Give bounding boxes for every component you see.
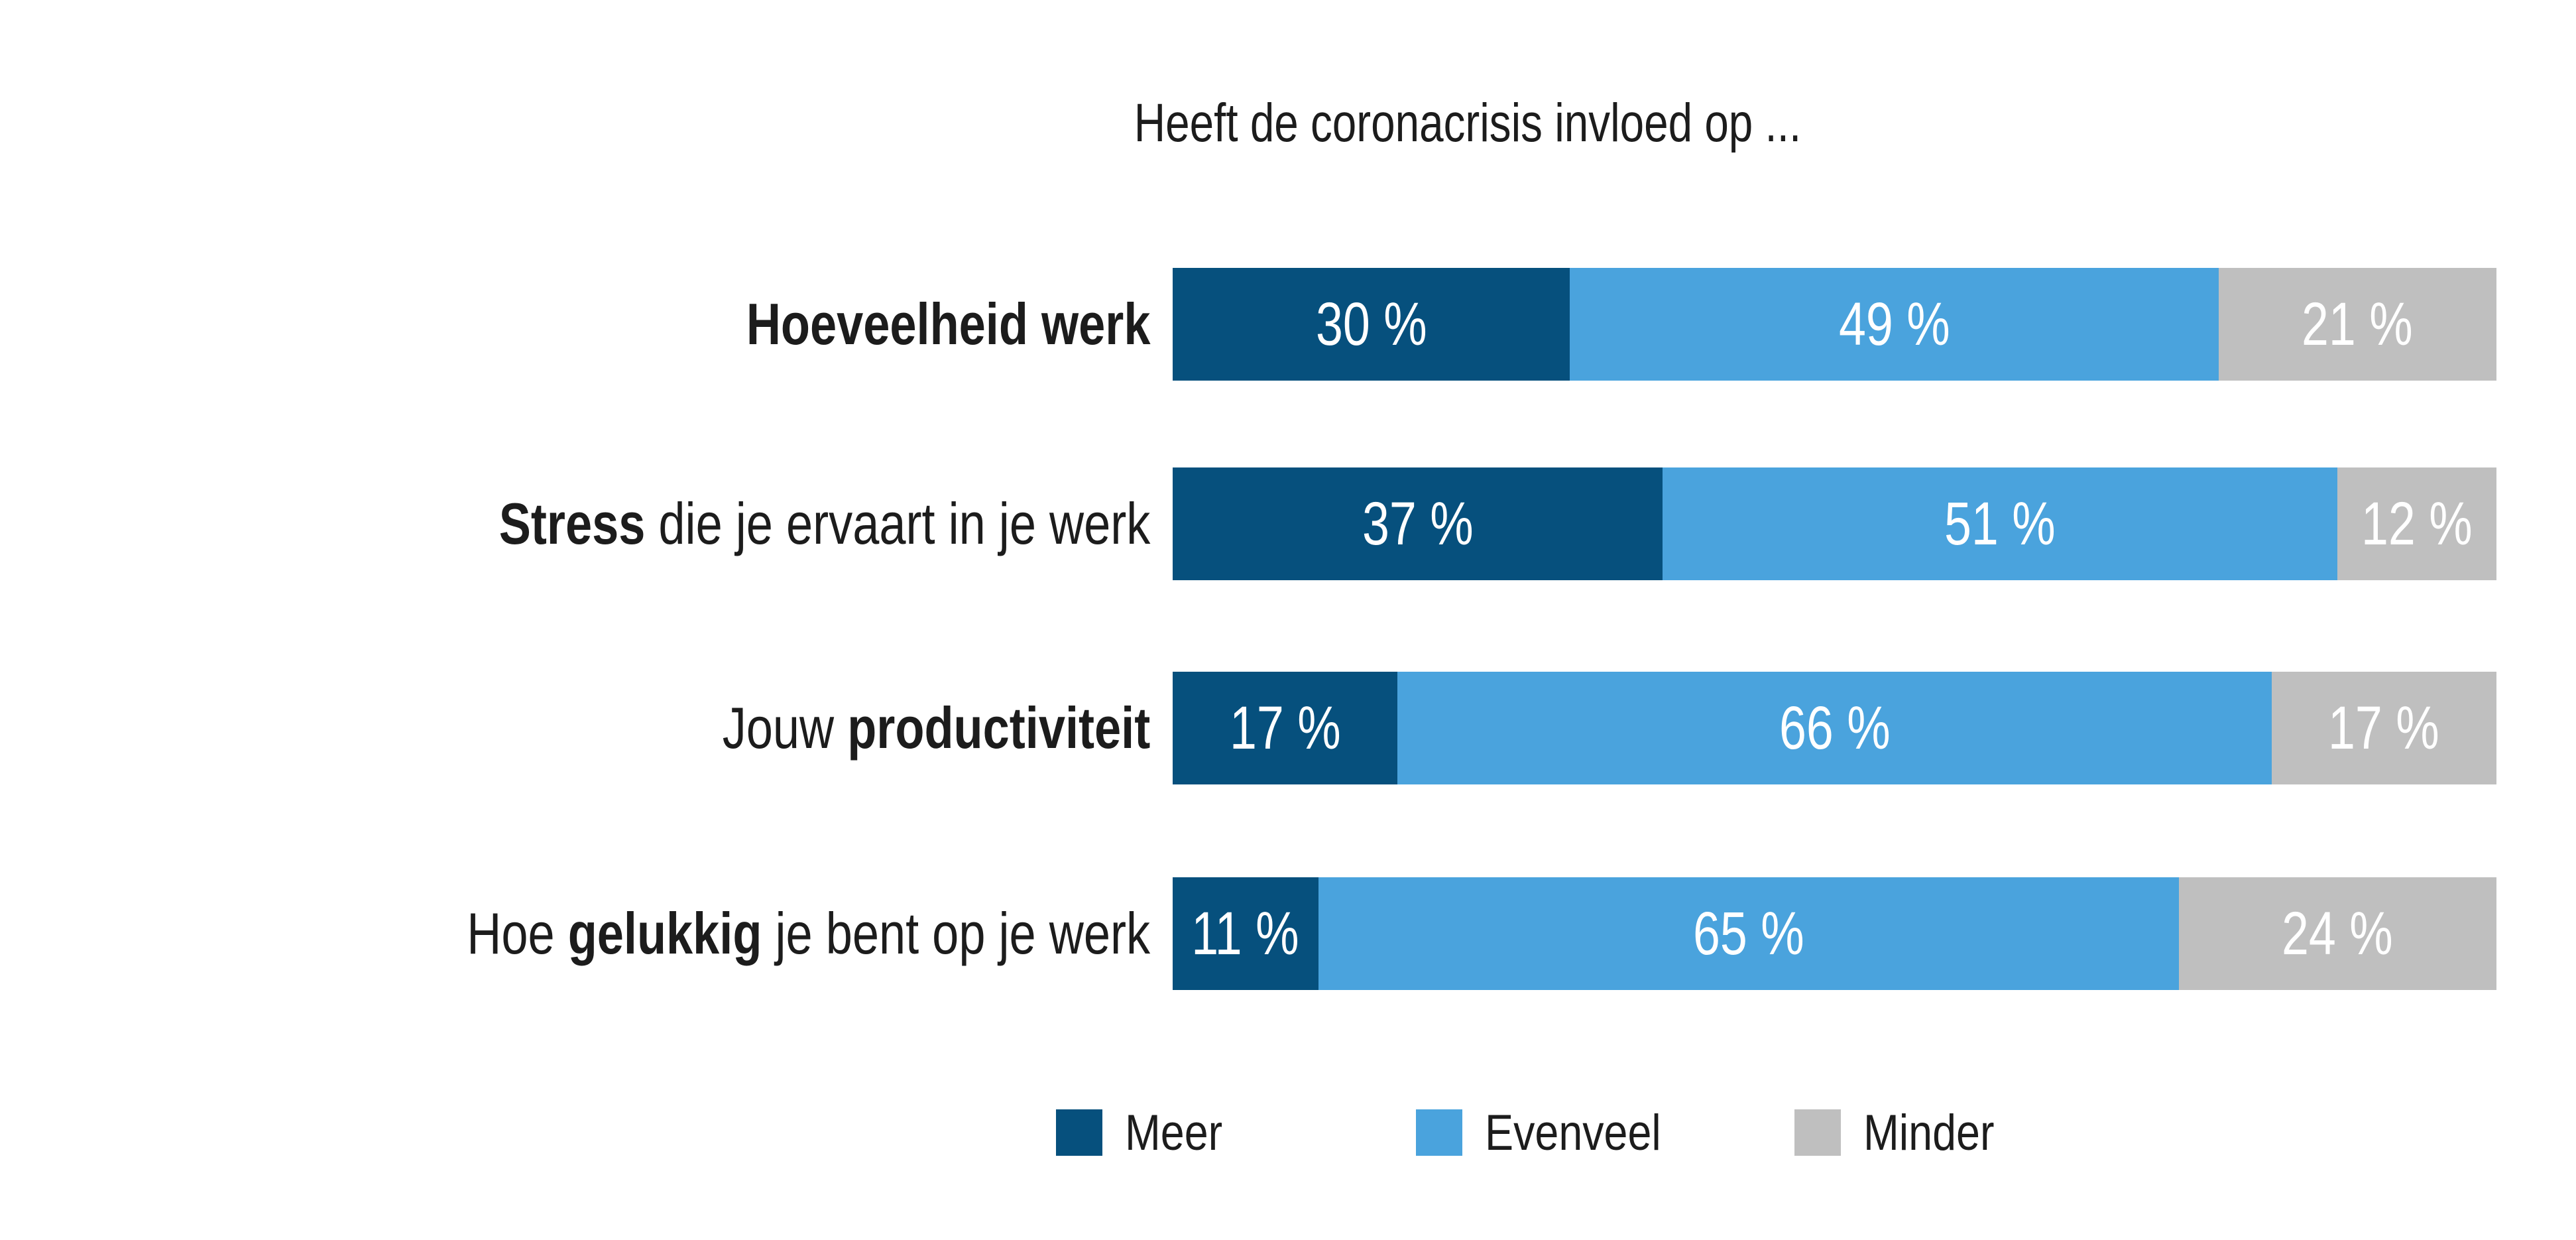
bar-value-label: 21 % xyxy=(2302,290,2414,358)
legend-item-evenveel: Evenveel xyxy=(1416,1105,1692,1161)
category-label-bold: gelukkig xyxy=(567,900,762,966)
chart-title: Heeft de coronacrisis invloed op ... xyxy=(1134,93,1802,153)
legend-item-minder: Minder xyxy=(1794,1105,2017,1161)
bar-value-label: 65 % xyxy=(1692,899,1804,967)
stacked-bar: 11 % 65 % 24 % xyxy=(1173,877,2496,990)
bar-value-label: 66 % xyxy=(1779,694,1891,762)
legend: Meer Evenveel Minder xyxy=(0,1105,2576,1161)
chart-row: Hoeveelheid werk 30 % 49 % 21 % xyxy=(0,268,2576,381)
category-label-bold: Stress xyxy=(498,491,645,556)
category-label-bold: productiviteit xyxy=(847,695,1150,761)
legend-label-meer: Meer xyxy=(1125,1104,1223,1161)
category-label-text: die je ervaart in je werk xyxy=(644,491,1150,556)
chart-row: Hoe gelukkig je bent op je werk 11 % 65 %… xyxy=(0,877,2576,990)
chart-row: Stress die je ervaart in je werk 37 % 51 … xyxy=(0,467,2576,580)
bar-segment-minder: 21 % xyxy=(2218,268,2496,381)
legend-swatch-meer xyxy=(1056,1109,1102,1156)
category-label-text: je bent op je werk xyxy=(762,900,1150,966)
bar-segment-minder: 12 % xyxy=(2337,467,2496,580)
bar-value-label: 37 % xyxy=(1362,489,1474,558)
legend-item-meer: Meer xyxy=(1056,1105,1240,1161)
bar-segment-meer: 37 % xyxy=(1173,467,1663,580)
legend-swatch-minder xyxy=(1794,1109,1841,1156)
bar-segment-minder: 17 % xyxy=(2271,672,2496,784)
bar-segment-evenveel: 65 % xyxy=(1318,877,2179,990)
legend-swatch-evenveel xyxy=(1416,1109,1462,1156)
bar-segment-meer: 30 % xyxy=(1173,268,1570,381)
bar-value-label: 51 % xyxy=(1944,489,2056,558)
category-label-stress: Stress die je ervaart in je werk xyxy=(0,467,1150,580)
bar-value-label: 17 % xyxy=(1229,694,1341,762)
bar-segment-meer: 11 % xyxy=(1173,877,1318,990)
bar-segment-meer: 17 % xyxy=(1173,672,1398,784)
bar-segment-evenveel: 66 % xyxy=(1397,672,2272,784)
stacked-bar: 17 % 66 % 17 % xyxy=(1173,672,2496,784)
bar-value-label: 11 % xyxy=(1191,899,1299,967)
legend-label-evenveel: Evenveel xyxy=(1485,1104,1661,1161)
bar-value-label: 30 % xyxy=(1315,290,1427,358)
category-label-text: Hoe xyxy=(467,900,568,966)
bar-value-label: 24 % xyxy=(2282,899,2394,967)
category-label-gelukkig: Hoe gelukkig je bent op je werk xyxy=(0,877,1150,990)
category-label-hoeveelheid-werk: Hoeveelheid werk xyxy=(0,268,1150,381)
bar-value-label: 17 % xyxy=(2328,694,2440,762)
legend-label-minder: Minder xyxy=(1863,1104,1995,1161)
category-label-text: Jouw xyxy=(722,695,847,761)
bar-value-label: 49 % xyxy=(1838,290,1950,358)
bar-segment-minder: 24 % xyxy=(2178,877,2496,990)
bar-segment-evenveel: 51 % xyxy=(1662,467,2338,580)
stacked-bar: 30 % 49 % 21 % xyxy=(1173,268,2496,381)
stacked-bar: 37 % 51 % 12 % xyxy=(1173,467,2496,580)
chart-row: Jouw productiviteit 17 % 66 % 17 % xyxy=(0,672,2576,784)
category-label-productiviteit: Jouw productiviteit xyxy=(0,672,1150,784)
bar-value-label: 12 % xyxy=(2361,489,2473,558)
category-label-bold: Hoeveelheid werk xyxy=(746,291,1150,357)
bar-segment-evenveel: 49 % xyxy=(1570,268,2219,381)
